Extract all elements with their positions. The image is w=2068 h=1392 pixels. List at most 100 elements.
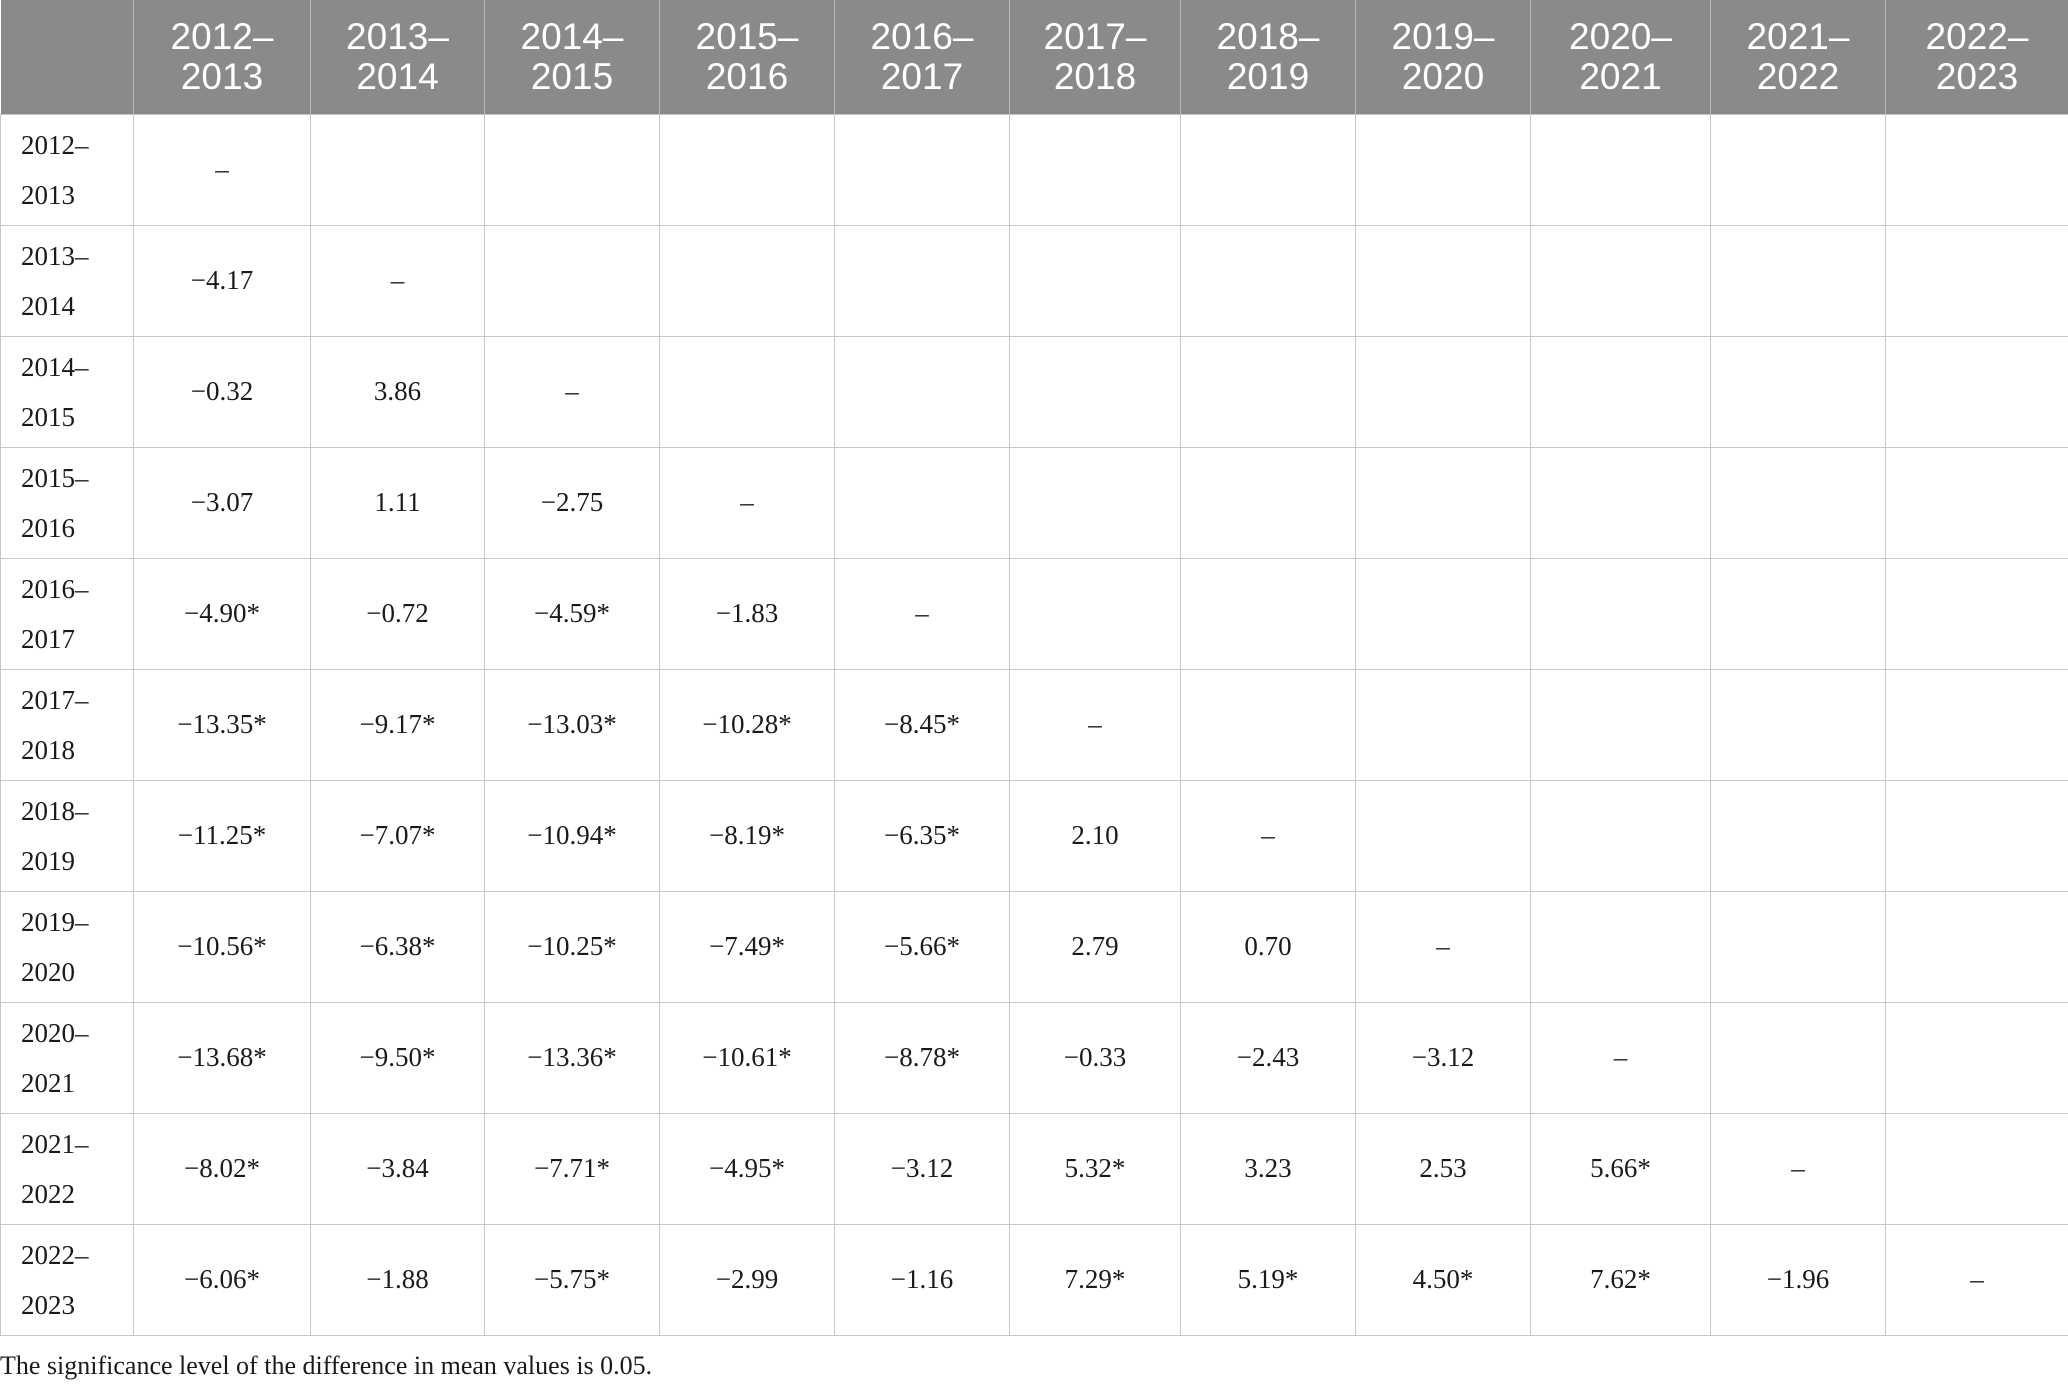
column-header: 2013– 2014: [310, 0, 485, 114]
row-header-text: 2022–: [21, 1239, 89, 1270]
table-cell: −8.78*: [834, 1001, 1010, 1114]
table-cell: −10.56*: [133, 890, 311, 1003]
table-body: 2012– 2013–2013– 2014 −4.17–2014– 2015 −0.32 3…: [0, 113, 2068, 1336]
row-header-text: 2013–: [21, 240, 89, 271]
column-header-text: 2021: [1579, 55, 1662, 97]
table-cell: −1.16: [834, 1223, 1010, 1336]
column-header: 2018– 2019: [1180, 0, 1356, 114]
column-header-text: 2016: [705, 55, 789, 97]
row-header-text: 2015–: [21, 462, 89, 493]
table-cell: [1530, 446, 1711, 559]
row-header-text: 2020–: [21, 1017, 89, 1048]
column-header-text: 2022–: [1925, 15, 2029, 57]
table-cell: [1710, 557, 1886, 670]
row-header-text: 2017–: [21, 684, 89, 715]
table-cell: [1710, 890, 1886, 1003]
table-cell: [1530, 224, 1711, 337]
table-cell: −6.35*: [834, 779, 1010, 892]
table-cell: −4.90*: [133, 557, 311, 670]
table-cell: −6.06*: [133, 1223, 311, 1336]
column-header-text: 2013–: [346, 15, 449, 57]
table-cell: −7.49*: [659, 890, 835, 1003]
table-cell: −8.19*: [659, 779, 835, 892]
table-cell: −10.94*: [484, 779, 660, 892]
table-cell: −10.28*: [659, 668, 835, 781]
row-header-text: 2012–: [21, 129, 89, 160]
column-header: 2012– 2013: [133, 0, 311, 114]
table-cell: –: [484, 335, 660, 448]
table-cell: [659, 113, 835, 226]
table-cell: −1.96: [1710, 1223, 1886, 1336]
column-header: 2021– 2022: [1710, 0, 1886, 114]
table-cell: [834, 446, 1010, 559]
table-row: 2017– 2018 −13.35* −9.17* −13.03* −10.28* −8.4…: [0, 668, 2068, 781]
table-cell: [1530, 779, 1711, 892]
table-cell: [1180, 668, 1356, 781]
column-header-text: 2012–: [170, 15, 274, 57]
column-header-text: 2020: [1401, 55, 1485, 97]
table-row: 2015– 2016 −3.07 1.11 −2.75–: [0, 446, 2068, 559]
table-cell: −4.17: [133, 224, 311, 337]
table-cell: 5.66*: [1530, 1112, 1711, 1225]
row-header-text: 2018–: [21, 795, 89, 826]
row-header: 2022– 2023: [0, 1223, 134, 1336]
table-cell: −4.59*: [484, 557, 660, 670]
row-header-text: 2019–: [21, 906, 89, 937]
table-cell: [1180, 335, 1356, 448]
column-header-text: 2017–: [1043, 15, 1147, 57]
column-header-text: 2014–: [520, 15, 624, 57]
row-header-text: 2021: [21, 1067, 75, 1098]
table-corner-cell: [0, 0, 134, 114]
table-cell: [1710, 1001, 1886, 1114]
row-header: 2012– 2013: [0, 113, 134, 226]
table-cell: [1355, 557, 1531, 670]
table-cell: −3.84: [310, 1112, 485, 1225]
column-header-text: 2021–: [1746, 15, 1850, 57]
row-header-text: 2016–: [21, 573, 89, 604]
column-header-text: 2014: [356, 55, 439, 97]
table-row: 2012– 2013 –: [0, 113, 2068, 226]
table-cell: −8.02*: [133, 1112, 311, 1225]
table-cell: –: [834, 557, 1010, 670]
table-cell: [1710, 335, 1886, 448]
table-cell: [1710, 113, 1886, 226]
table-cell: −6.38*: [310, 890, 485, 1003]
table-cell: [310, 113, 485, 226]
table-cell: [834, 224, 1010, 337]
row-header-text: 2015: [21, 401, 75, 432]
table-cell: [659, 224, 835, 337]
table-row: 2022– 2023 −6.06* −1.88 −5.75* −2.99 −1.16 7.29…: [0, 1223, 2068, 1336]
table-cell: –: [133, 113, 311, 226]
table-cell: 2.10: [1009, 779, 1181, 892]
table-cell: –: [1885, 1223, 2068, 1336]
table-cell: [1885, 668, 2068, 781]
table-cell: −1.83: [659, 557, 835, 670]
table-cell: [1710, 779, 1886, 892]
column-header: 2017– 2018: [1009, 0, 1181, 114]
table-cell: –: [1180, 779, 1356, 892]
table-cell: 5.19*: [1180, 1223, 1356, 1336]
table-cell: [1530, 668, 1711, 781]
table-row: 2020– 2021 −13.68* −9.50* −13.36* −10.61* −8.7…: [0, 1001, 2068, 1114]
table-cell: [1009, 557, 1181, 670]
table-cell: [1009, 224, 1181, 337]
table-cell: [834, 113, 1010, 226]
table-cell: –: [1710, 1112, 1886, 1225]
table-cell: [1355, 335, 1531, 448]
table-row: 2021– 2022 −8.02* −3.84 −7.71* −4.95* −3.12 5.3…: [0, 1112, 2068, 1225]
table-cell: −5.66*: [834, 890, 1010, 1003]
row-header-text: 2023: [21, 1289, 75, 1320]
table-cell: 3.86: [310, 335, 485, 448]
table-cell: [659, 335, 835, 448]
row-header-text: 2013: [21, 179, 75, 210]
column-header-text: 2022: [1756, 55, 1840, 97]
column-header-text: 2015: [530, 55, 614, 97]
column-header-text: 2018: [1053, 55, 1137, 97]
table-cell: 7.62*: [1530, 1223, 1711, 1336]
column-header-text: 2017: [880, 55, 964, 97]
row-header: 2021– 2022: [0, 1112, 134, 1225]
table-cell: –: [1009, 668, 1181, 781]
table-cell: 7.29*: [1009, 1223, 1181, 1336]
row-header-text: 2016: [21, 512, 75, 543]
table-cell: 1.11: [310, 446, 485, 559]
